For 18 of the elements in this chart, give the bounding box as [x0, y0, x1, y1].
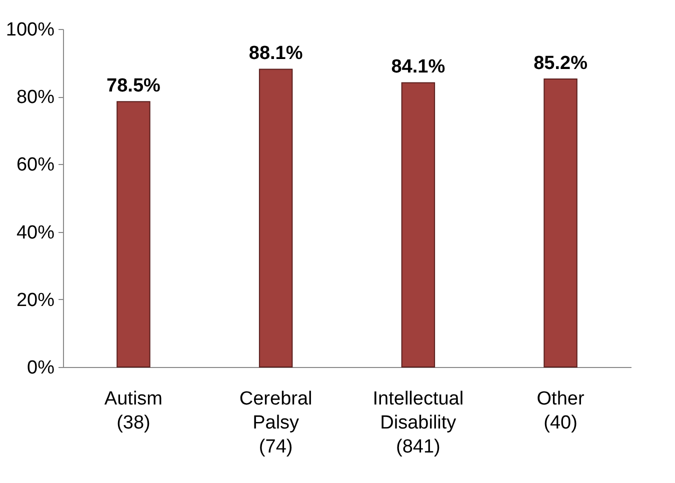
y-tick-label: 100% — [6, 20, 55, 40]
data-label: 88.1% — [248, 43, 303, 64]
data-label: 84.1% — [391, 56, 446, 78]
x-tick-label: Autism (38) — [104, 388, 163, 434]
x-tick-label: Intellectual Disability (841) — [372, 388, 464, 458]
x-tick-label: Cerebral Palsy (74) — [239, 388, 312, 458]
bar — [258, 68, 293, 368]
bar — [116, 101, 150, 368]
y-tick-label: 20% — [16, 290, 55, 311]
data-label: 78.5% — [106, 76, 161, 97]
y-tick-label: 80% — [16, 87, 55, 108]
bar — [401, 82, 436, 368]
y-tick-label: 40% — [16, 222, 55, 244]
data-label: 85.2% — [534, 53, 588, 74]
y-tick-label: 60% — [16, 154, 55, 176]
y-tick-label: 0% — [27, 358, 55, 378]
x-tick-label: Other (40) — [536, 388, 585, 434]
bar — [544, 78, 578, 368]
